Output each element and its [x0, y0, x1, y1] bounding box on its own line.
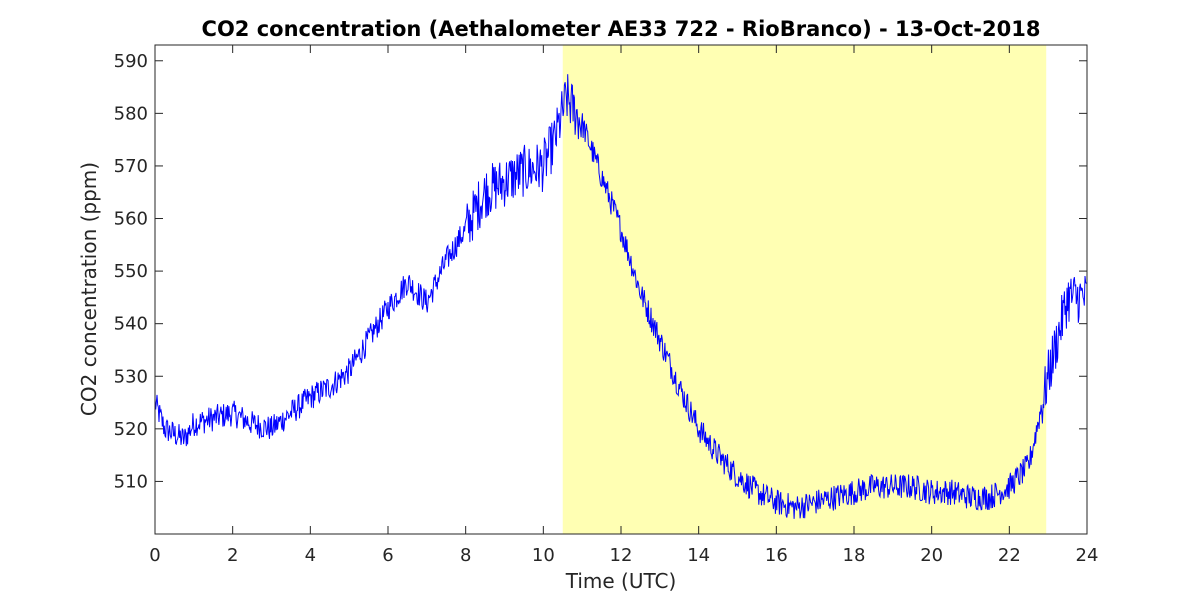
x-tick-label: 16 [765, 545, 788, 566]
x-tick-label: 22 [998, 545, 1021, 566]
y-tick-label: 560 [114, 209, 148, 230]
x-tick-label: 6 [382, 545, 393, 566]
series-line-0 [154, 74, 1088, 519]
x-tick-label: 0 [149, 545, 160, 566]
x-tick-label: 24 [1076, 545, 1099, 566]
y-tick-label: 590 [114, 51, 148, 72]
y-axis-ticks: 510 520 530 540 550 560 570 580 590 [114, 51, 1087, 492]
x-tick-label: 18 [843, 545, 866, 566]
chart-title: CO2 concentration (Aethalometer AE33 722… [202, 17, 1041, 41]
y-tick-label: 570 [114, 156, 148, 177]
y-tick-label: 580 [114, 103, 148, 124]
x-tick-label: 20 [920, 545, 943, 566]
y-tick-label: 520 [114, 419, 148, 440]
y-tick-label: 540 [114, 314, 148, 335]
x-tick-label: 4 [305, 545, 316, 566]
y-tick-label: 530 [114, 366, 148, 387]
series-layer [154, 74, 1088, 519]
y-tick-label: 510 [114, 471, 148, 492]
y-axis-label: CO2 concentration (ppm) [77, 162, 101, 416]
x-tick-label: 12 [610, 545, 633, 566]
x-tick-label: 14 [687, 545, 710, 566]
y-tick-label: 550 [114, 261, 148, 282]
x-tick-label: 8 [460, 545, 471, 566]
x-tick-label: 10 [532, 545, 555, 566]
x-axis-label: Time (UTC) [565, 569, 677, 593]
x-tick-label: 2 [227, 545, 238, 566]
shaded-daytime-region [562, 45, 1047, 534]
x-axis-ticks: 0 2 4 6 8 10 12 14 16 18 20 22 24 [149, 45, 1098, 566]
